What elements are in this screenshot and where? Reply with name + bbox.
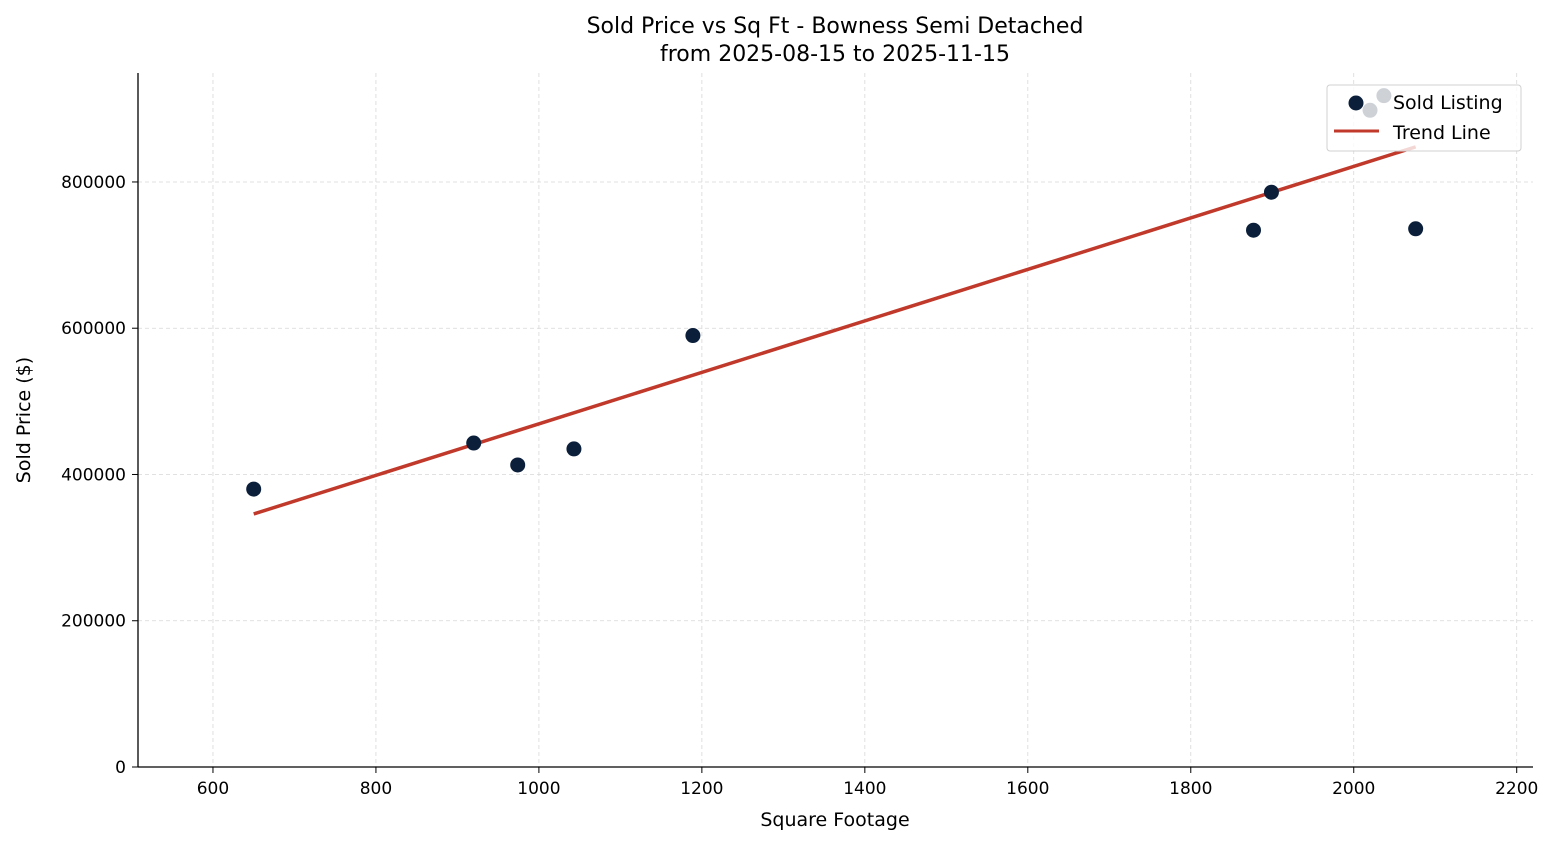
data-point — [510, 457, 526, 473]
x-tick-label: 600 — [197, 779, 229, 799]
data-point — [466, 435, 482, 451]
legend-box — [1326, 84, 1522, 152]
trend-line-group — [253, 145, 1417, 516]
chart-subtitle: from 2025-08-15 to 2025-11-15 — [660, 42, 1010, 67]
x-tick-label: 1000 — [517, 779, 560, 799]
x-tick-label: 800 — [360, 779, 392, 799]
y-tick-label: 400000 — [61, 465, 126, 485]
x-axis-label: Square Footage — [760, 809, 909, 831]
x-tick-label: 1400 — [843, 779, 886, 799]
x-tick-label: 1600 — [1006, 779, 1049, 799]
legend-marker-sold-listing — [1348, 95, 1364, 111]
data-point — [566, 441, 582, 457]
data-point — [1263, 184, 1279, 200]
x-tick-label: 1200 — [680, 779, 723, 799]
x-tick-label: 2000 — [1332, 779, 1375, 799]
y-tick-label: 600000 — [61, 319, 126, 339]
points-group — [246, 88, 1424, 497]
data-point — [685, 328, 701, 344]
x-tick-label: 2200 — [1495, 779, 1538, 799]
axes: 600 800 1000 1200 1400 1600 1800 2000 2200 0 20000… — [61, 73, 1538, 799]
legend-label-trend-line: Trend Line — [1392, 122, 1491, 144]
y-tick-label: 200000 — [61, 612, 126, 632]
trend-line — [253, 145, 1417, 516]
y-tick-label: 800000 — [61, 173, 126, 193]
y-tick-label: 0 — [115, 758, 126, 778]
y-axis-label: Sold Price ($) — [13, 357, 35, 483]
data-point — [1246, 222, 1262, 238]
data-point — [1408, 221, 1424, 237]
data-point — [246, 481, 262, 497]
x-tick-label: 1800 — [1169, 779, 1212, 799]
legend-label-sold-listing: Sold Listing — [1393, 92, 1503, 114]
chart-title: Sold Price vs Sq Ft - Bowness Semi Detac… — [587, 14, 1084, 39]
legend: Sold Listing Trend Line — [1326, 84, 1522, 152]
